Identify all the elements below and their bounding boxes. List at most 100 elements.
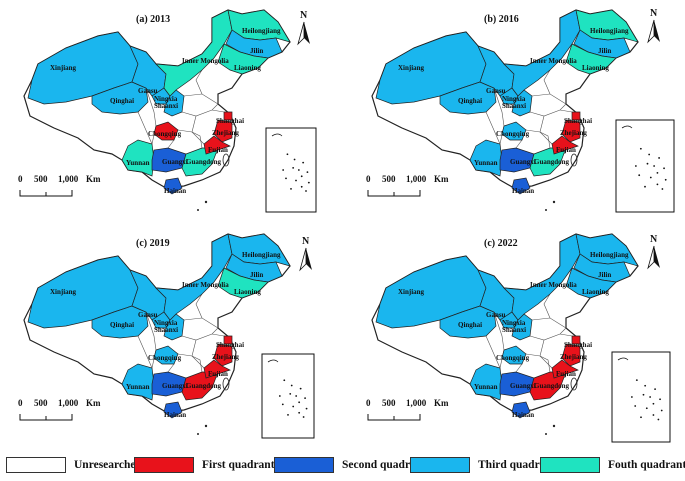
north-label: N: [300, 10, 308, 21]
province-border: [167, 139, 175, 149]
taiwan-outline: [570, 153, 578, 167]
province-label: Guangxi: [162, 382, 188, 390]
province-label: Qinghai: [110, 321, 134, 329]
province-label: Liaoning: [582, 288, 609, 296]
scale-bar: 0 500 1,000 Km: [366, 174, 449, 197]
legend-swatch-unresearched: [6, 457, 66, 473]
north-arrow-left: [304, 22, 310, 44]
island-dot: [659, 398, 661, 401]
province-label: Fujian: [208, 146, 228, 154]
north-arrow-right: [647, 19, 655, 44]
province-label: Shanghai: [216, 117, 244, 125]
island-dot: [635, 379, 638, 382]
province-border: [529, 103, 567, 117]
province-label: Gansu: [138, 311, 158, 319]
inset-frame: [615, 119, 675, 213]
legend-label-unresearched: Unresearched: [74, 459, 142, 471]
island-dot: [295, 179, 297, 182]
province-chongqing: [153, 121, 179, 141]
scale-label: 500: [34, 398, 48, 408]
province-border: [559, 333, 573, 337]
north-arrow: N: [647, 234, 660, 270]
province-hainan: [511, 401, 531, 419]
scale-label: 0: [18, 174, 23, 184]
island-dot: [204, 424, 208, 428]
island-dot: [305, 407, 308, 410]
province-fujian: [551, 135, 579, 155]
island-dot: [302, 416, 305, 418]
scale-label: Km: [434, 174, 449, 184]
island-dot: [648, 153, 651, 156]
province-label: Zhejiang: [212, 353, 239, 361]
island-dot: [307, 181, 310, 184]
province-label: Xinjiang: [398, 64, 425, 72]
inset-map: [611, 351, 671, 443]
island-dot: [306, 171, 309, 174]
north-label: N: [650, 8, 658, 19]
legend-swatch-hl: [540, 457, 600, 473]
province-label: Ningxia: [502, 95, 526, 103]
island-dot: [640, 416, 642, 419]
island-dot: [297, 169, 300, 171]
scale-label: 500: [382, 174, 396, 184]
island-dot: [634, 165, 637, 167]
scale-line: [367, 190, 421, 197]
province-border: [493, 87, 505, 127]
province-hainan: [511, 177, 531, 195]
province-border: [539, 339, 545, 357]
province-inner-mongolia: [155, 233, 233, 321]
island-dot: [652, 414, 655, 416]
province-label: Heilongjiang: [242, 251, 281, 259]
province-chongqing: [501, 345, 527, 365]
inset-map: [261, 353, 315, 439]
province-jilin: [225, 29, 283, 59]
scale-line: [19, 414, 73, 421]
province-label: Heilongjiang: [242, 27, 281, 35]
island-dot: [661, 188, 664, 190]
province-label: Shaanxi: [502, 102, 526, 110]
province-label: Hainan: [164, 187, 186, 195]
island-dot: [552, 424, 556, 428]
taiwan-outline: [222, 377, 230, 391]
province-label: Inner Mongolia: [530, 57, 577, 65]
scale-bar: 0 500 1,000 Km: [18, 174, 101, 197]
scale-label: 500: [382, 398, 396, 408]
island-dot: [649, 176, 652, 179]
province-qinghai: [91, 305, 149, 339]
province-label: Chongqing: [148, 354, 182, 362]
province-zhejiang: [561, 343, 581, 367]
province-shanghai: [571, 335, 581, 345]
province-label: Liaoning: [234, 288, 261, 296]
province-border: [191, 131, 203, 149]
province-border: [543, 293, 551, 319]
province-label: Qinghai: [458, 97, 482, 105]
province-zhejiang: [213, 119, 233, 143]
province-hainan: [163, 401, 183, 419]
island-dot: [287, 414, 289, 416]
province-label: Heilongjiang: [590, 251, 629, 259]
province-border: [195, 293, 203, 319]
island-dot: [660, 409, 663, 412]
scale-bar: 0 500 1,000 Km: [18, 398, 101, 421]
province-qinghai: [439, 305, 497, 339]
province-qinghai: [439, 81, 497, 115]
island-dot: [292, 405, 295, 408]
province-label: Guangxi: [510, 158, 536, 166]
inset-frame: [261, 353, 315, 439]
province-shanghai: [223, 111, 233, 121]
province-label: Heilongjiang: [590, 27, 629, 35]
scale-label: Km: [86, 398, 101, 408]
province-border: [515, 139, 523, 149]
province-border: [145, 311, 157, 351]
island-dot: [654, 388, 656, 391]
inset-frame: [611, 351, 671, 443]
legend-item-unresearched: Unresearched: [6, 456, 142, 474]
scale-label: 1,000: [406, 174, 427, 184]
province-label: Yunnan: [474, 383, 498, 391]
north-label: N: [302, 236, 310, 247]
province-label: Gansu: [486, 311, 506, 319]
island-dot: [293, 158, 296, 161]
north-arrow: N: [299, 236, 312, 272]
island-dot: [646, 162, 649, 165]
province-jilin: [573, 29, 631, 59]
